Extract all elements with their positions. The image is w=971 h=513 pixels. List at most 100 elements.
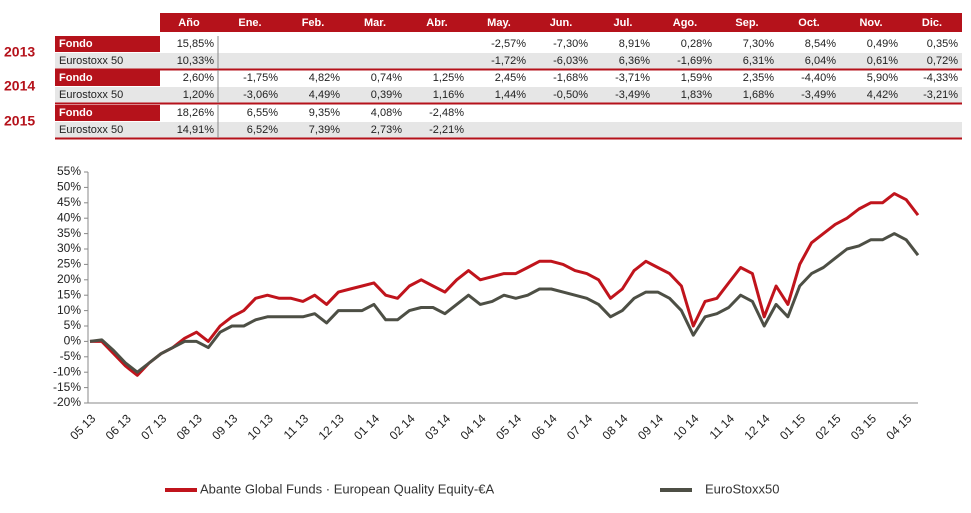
x-tick-label: 12 14 <box>741 411 772 442</box>
column-header: Sep. <box>735 17 758 29</box>
table-cell: 4,42% <box>867 89 898 101</box>
table-cell: -1,75% <box>243 72 278 84</box>
column-header: May. <box>487 17 511 29</box>
y-tick-label: 5% <box>64 318 82 332</box>
x-tick-label: 08 14 <box>600 411 631 442</box>
table-cell: 10,33% <box>177 55 215 67</box>
table-cell: -0,50% <box>553 89 588 101</box>
table-cell: -3,49% <box>615 89 650 101</box>
table-cell: 1,68% <box>743 89 774 101</box>
table-cell: 14,91% <box>177 124 215 136</box>
y-tick-label: 35% <box>57 226 81 240</box>
table-cell: 2,45% <box>495 72 526 84</box>
series-line <box>90 192 920 377</box>
table-cell: 1,83% <box>681 89 712 101</box>
legend-label: EuroStoxx50 <box>705 481 779 496</box>
table-cell: 6,52% <box>247 124 278 136</box>
table-cell: 15,85% <box>177 38 215 50</box>
x-tick-label: 09 14 <box>635 411 666 442</box>
table-cell: 1,20% <box>183 89 214 101</box>
table-cell: 8,91% <box>619 38 650 50</box>
table-cell: 0,39% <box>371 89 402 101</box>
table-cell: 0,61% <box>867 55 898 67</box>
table-cell: 4,82% <box>309 72 340 84</box>
row-bg <box>55 53 962 69</box>
table-cell: 0,74% <box>371 72 402 84</box>
row-label: Eurostoxx 50 <box>59 124 123 136</box>
table-cell: -1,72% <box>491 55 526 67</box>
x-tick-label: 06 13 <box>103 411 134 442</box>
row-label-bg <box>55 105 160 121</box>
y-tick-label: -10% <box>53 364 81 378</box>
x-tick-label: 02 15 <box>812 411 843 442</box>
y-tick-label: 15% <box>57 287 81 301</box>
table-cell: -2,21% <box>429 124 464 136</box>
row-label-bg <box>55 70 160 86</box>
table-cell: -1,69% <box>677 55 712 67</box>
series-line <box>89 232 920 374</box>
row-label: Fondo <box>59 107 93 119</box>
y-tick-label: 50% <box>57 180 81 194</box>
table-cell: -1,68% <box>553 72 588 84</box>
row-label: Eurostoxx 50 <box>59 89 123 101</box>
x-tick-label: 11 14 <box>707 411 738 442</box>
column-header: Jul. <box>614 17 633 29</box>
x-tick-label: 03 15 <box>848 411 879 442</box>
y-tick-label: 45% <box>57 195 81 209</box>
x-tick-label: 05 14 <box>493 411 524 442</box>
table-cell: -7,30% <box>553 38 588 50</box>
table-cell: 4,49% <box>309 89 340 101</box>
table-cell: 9,35% <box>309 107 340 119</box>
table-cell: 6,55% <box>247 107 278 119</box>
year-label: 2014 <box>4 78 35 94</box>
table-cell: 0,35% <box>927 38 958 50</box>
x-tick-label: 11 13 <box>281 411 312 442</box>
year-label: 2015 <box>4 113 35 129</box>
y-tick-label: -5% <box>60 349 82 363</box>
table-cell: 0,28% <box>681 38 712 50</box>
table-cell: 7,39% <box>309 124 340 136</box>
table-cell: -3,71% <box>615 72 650 84</box>
table-header-bg <box>160 13 962 32</box>
table-cell: 2,73% <box>371 124 402 136</box>
row-label-bg <box>55 36 160 52</box>
table-cell: 6,31% <box>743 55 774 67</box>
table-cell: 1,59% <box>681 72 712 84</box>
table-cell: 2,60% <box>183 72 214 84</box>
column-header: Mar. <box>364 17 386 29</box>
table-cell: 5,90% <box>867 72 898 84</box>
table-cell: 7,30% <box>743 38 774 50</box>
y-tick-label: 55% <box>57 164 81 178</box>
y-tick-label: 10% <box>57 303 81 317</box>
y-tick-label: 25% <box>57 257 81 271</box>
x-tick-label: 03 14 <box>422 411 453 442</box>
row-bg <box>55 87 962 103</box>
column-header: Feb. <box>302 17 325 29</box>
column-header: Ago. <box>673 17 697 29</box>
table-cell: -2,57% <box>491 38 526 50</box>
x-tick-label: 05 13 <box>67 411 98 442</box>
table-cell: -3,49% <box>801 89 836 101</box>
table-cell: 0,49% <box>867 38 898 50</box>
year-label: 2013 <box>4 44 35 60</box>
column-header: Dic. <box>922 17 942 29</box>
table-cell: 0,72% <box>927 55 958 67</box>
x-tick-label: 04 14 <box>458 411 489 442</box>
x-tick-label: 10 14 <box>670 411 701 442</box>
x-tick-label: 06 14 <box>529 411 560 442</box>
y-tick-label: 40% <box>57 210 81 224</box>
row-label: Fondo <box>59 72 93 84</box>
table-cell: 8,54% <box>805 38 836 50</box>
x-tick-label: 02 14 <box>387 411 418 442</box>
table-cell: 1,16% <box>433 89 464 101</box>
x-tick-label: 07 14 <box>564 411 595 442</box>
table-cell: -4,33% <box>923 72 958 84</box>
table-cell: 6,04% <box>805 55 836 67</box>
y-tick-label: -20% <box>53 395 81 409</box>
table-cell: 1,44% <box>495 89 526 101</box>
x-tick-label: 01 14 <box>351 411 382 442</box>
table-cell: 4,08% <box>371 107 402 119</box>
row-label: Eurostoxx 50 <box>59 55 123 67</box>
table-cell: 1,25% <box>433 72 464 84</box>
